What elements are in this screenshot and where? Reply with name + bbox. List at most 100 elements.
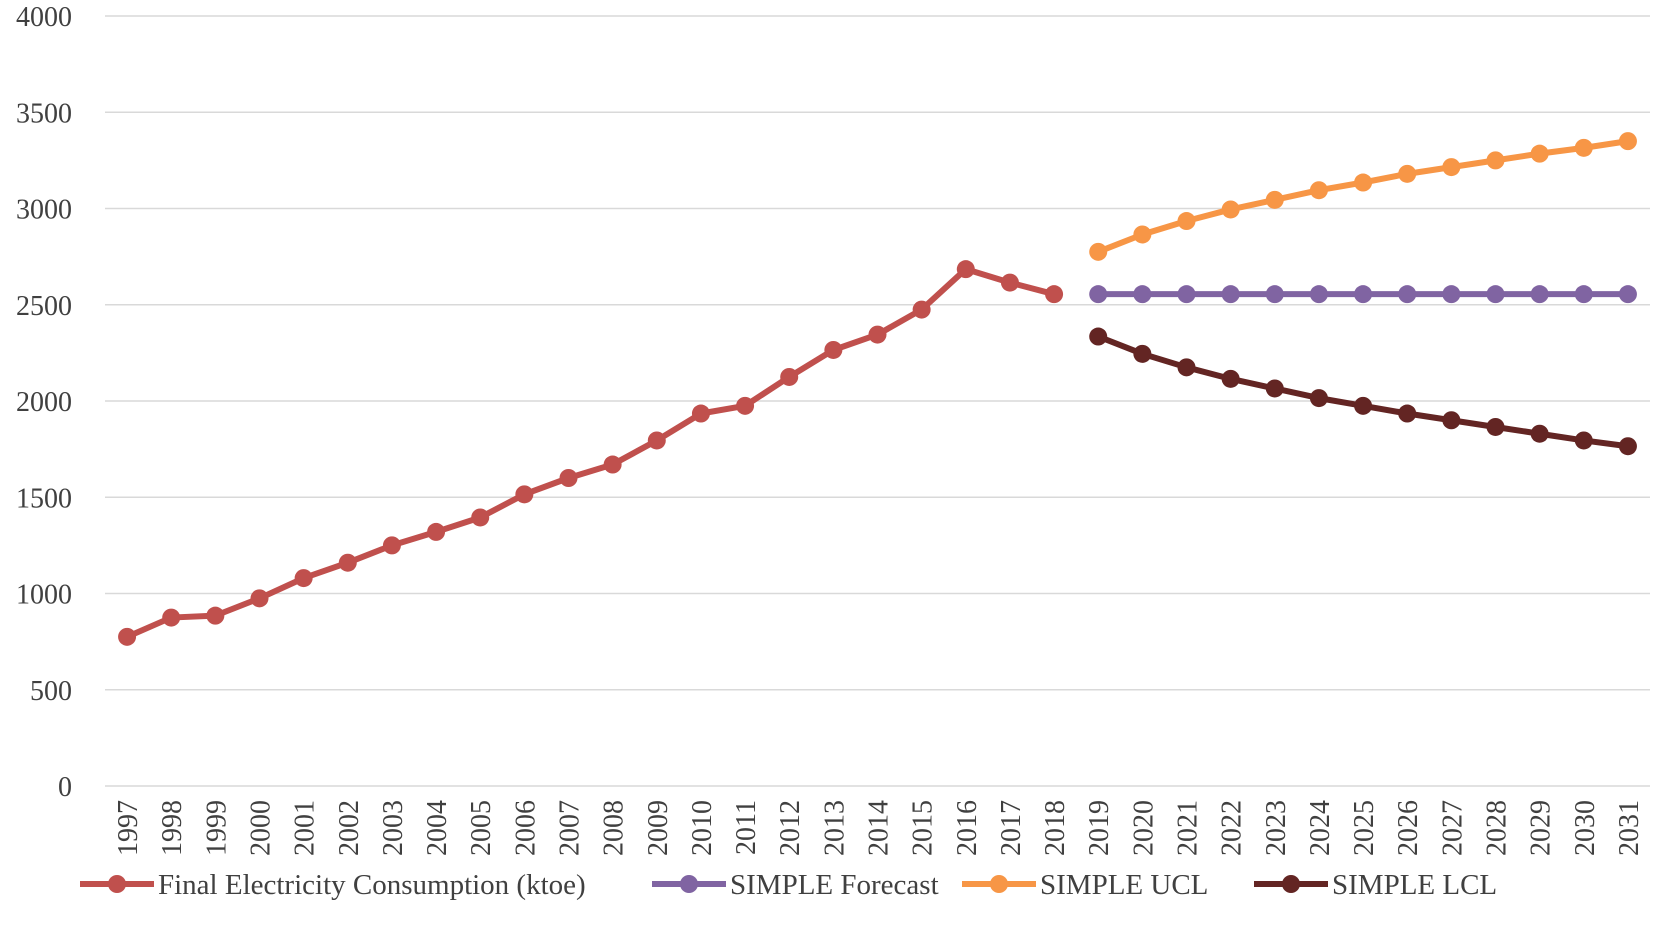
data-point (1177, 358, 1196, 377)
x-tick-label: 2003 (378, 800, 409, 856)
y-axis: 0 500 1000 1500 2000 2500 3000 3500 4000 (16, 2, 72, 803)
data-point (1618, 132, 1637, 151)
data-point (1618, 285, 1637, 304)
legend-label-0: Final Electricity Consumption (ktoe) (158, 869, 586, 901)
data-point (1398, 164, 1417, 183)
x-tick-label: 1998 (157, 800, 188, 856)
data-point (956, 260, 975, 279)
x-tick-label: 2009 (643, 800, 674, 856)
data-point (868, 325, 887, 344)
x-tick-label: 2014 (864, 800, 895, 856)
data-point (1309, 389, 1328, 408)
x-tick-label: 2010 (687, 800, 718, 856)
data-point (1045, 285, 1064, 304)
data-point (1354, 396, 1373, 415)
x-tick-label: 2029 (1526, 800, 1557, 856)
x-tick-label: 2020 (1128, 800, 1159, 856)
y-tick-label: 3500 (16, 98, 72, 129)
x-tick-label: 2013 (819, 800, 850, 856)
data-point (1221, 285, 1240, 304)
series-lines (118, 132, 1637, 646)
data-point (1618, 437, 1637, 456)
y-tick-label: 2000 (16, 387, 72, 418)
data-point (1089, 285, 1108, 304)
x-tick-label: 2000 (246, 800, 277, 856)
x-tick-label: 2011 (731, 800, 762, 855)
data-point (1221, 200, 1240, 219)
x-tick-label: 2002 (334, 800, 365, 856)
data-point (1398, 285, 1417, 304)
data-point (382, 536, 401, 555)
legend-marker-0 (108, 875, 126, 893)
y-tick-label: 3000 (16, 195, 72, 226)
data-point (691, 404, 710, 423)
data-point (1221, 369, 1240, 388)
series-line-0 (125, 266, 1055, 640)
x-tick-label: 2024 (1305, 800, 1336, 856)
data-point (1574, 431, 1593, 450)
x-tick-label: 2012 (775, 800, 806, 856)
data-point (1265, 285, 1284, 304)
legend-marker-3 (1282, 875, 1300, 893)
data-point (736, 396, 755, 415)
y-tick-label: 1500 (16, 483, 72, 514)
y-tick-label: 2500 (16, 291, 72, 322)
series-line-2 (1097, 138, 1629, 255)
data-point (1398, 404, 1417, 423)
x-tick-label: 2030 (1570, 800, 1601, 856)
data-point (1089, 327, 1108, 346)
data-point (1530, 424, 1549, 443)
data-point (1177, 285, 1196, 304)
x-tick-label: 2027 (1437, 800, 1468, 856)
data-point (1309, 181, 1328, 200)
series-line-3 (1097, 333, 1629, 450)
x-tick-label: 2026 (1393, 800, 1424, 856)
x-tick-label: 2017 (996, 800, 1027, 856)
x-tick-label: 1999 (201, 800, 232, 856)
x-axis: 1997 1998 1999 2000 2001 2002 2003 2004 2005 2006… (113, 800, 1645, 856)
data-point (1177, 212, 1196, 231)
x-tick-label: 2019 (1084, 800, 1115, 856)
data-point (780, 367, 799, 386)
legend-label-1: SIMPLE Forecast (730, 869, 939, 901)
data-point (1089, 242, 1108, 261)
x-tick-label: 2023 (1261, 800, 1292, 856)
x-tick-label: 2001 (290, 800, 321, 856)
x-tick-label: 2005 (466, 800, 497, 856)
data-point (1530, 144, 1549, 163)
y-tick-label: 4000 (16, 2, 72, 33)
data-point (427, 522, 446, 541)
data-point (1265, 379, 1284, 398)
legend-marker-1 (680, 875, 698, 893)
data-point (1574, 285, 1593, 304)
data-point (338, 553, 357, 572)
data-point (162, 608, 181, 627)
x-tick-label: 2007 (555, 800, 586, 856)
data-point (912, 300, 931, 319)
legend-label-2: SIMPLE UCL (1040, 869, 1208, 901)
gridlines (105, 15, 1650, 787)
data-point (559, 469, 578, 487)
data-point (118, 627, 137, 646)
data-point (603, 455, 622, 474)
x-tick-label: 2004 (422, 800, 453, 856)
x-tick-label: 2028 (1482, 800, 1513, 856)
x-tick-label: 2021 (1173, 800, 1204, 856)
data-point (1133, 285, 1152, 304)
x-tick-label: 2025 (1349, 800, 1380, 856)
data-point (647, 431, 666, 450)
data-point (1265, 190, 1284, 209)
data-point (294, 569, 313, 588)
data-point (1442, 285, 1461, 304)
legend-marker-2 (990, 875, 1008, 893)
x-tick-label: 2031 (1614, 800, 1645, 856)
x-tick-label: 2015 (908, 800, 939, 856)
x-tick-label: 2018 (1040, 800, 1071, 856)
data-point (250, 589, 269, 608)
data-point (1442, 158, 1461, 177)
data-point (1530, 285, 1549, 304)
legend: Final Electricity Consumption (ktoe) SIMP… (80, 869, 1497, 901)
y-tick-label: 500 (30, 676, 72, 707)
x-tick-label: 2008 (599, 800, 630, 856)
data-point (1442, 411, 1461, 430)
